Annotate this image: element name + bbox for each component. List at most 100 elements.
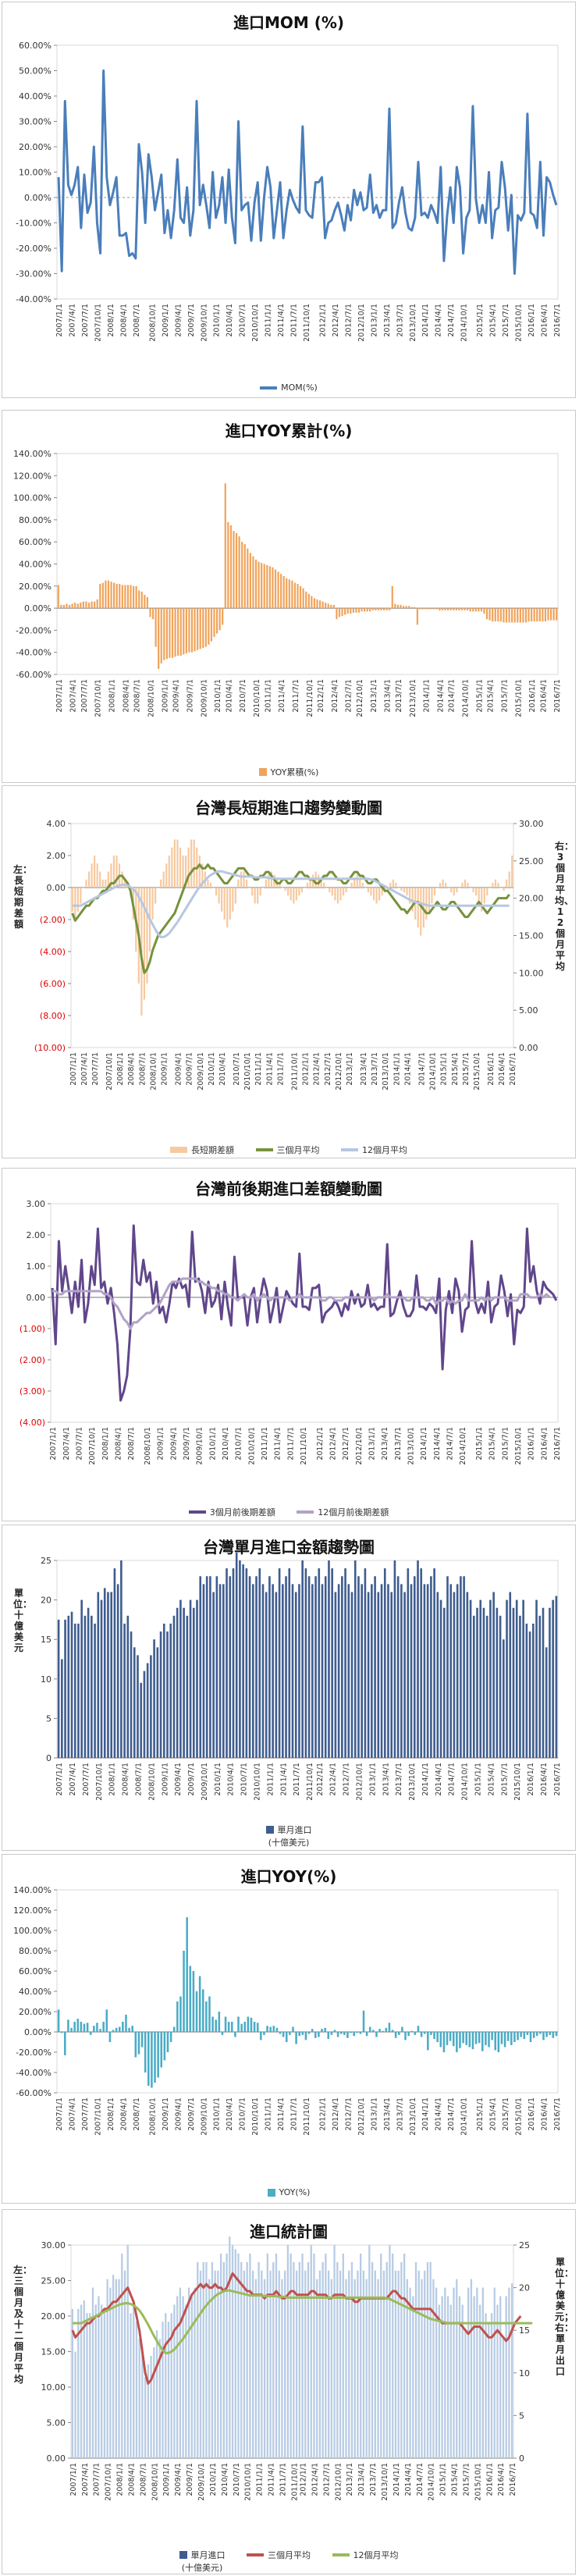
bar [301, 2253, 304, 2458]
bar [371, 1584, 373, 1758]
bar [331, 888, 333, 896]
bar [496, 2304, 499, 2458]
bar [332, 604, 335, 609]
bar [255, 1576, 258, 1758]
bar [365, 2279, 368, 2458]
bar [430, 608, 432, 610]
plot-area [56, 453, 559, 675]
y-tick-label: 60.00% [19, 537, 52, 547]
y-tick-label: (4.00) [40, 947, 66, 957]
bar [403, 888, 406, 893]
x-tick-label: 2010/1/1 [213, 304, 222, 337]
bar [224, 2016, 227, 2032]
bar [346, 2032, 349, 2038]
bar [359, 2032, 362, 2034]
bar [311, 2029, 314, 2032]
bar [396, 1576, 400, 1758]
y-tick-label: 120.00% [13, 1905, 52, 1916]
x-tick-label: 2007/4/1 [81, 2463, 90, 2496]
bar [510, 2283, 513, 2458]
x-tick-label: 2015/7/1 [502, 304, 510, 337]
x-tick-label: 2014/7/1 [447, 2097, 456, 2131]
bar [74, 2351, 76, 2458]
x-tick-label: 2008/4/1 [114, 1427, 123, 1461]
bar [536, 608, 538, 622]
bar [176, 2001, 179, 2032]
bar [160, 879, 162, 888]
x-tick-label: 2013/4/1 [383, 2097, 392, 2131]
bar [226, 2253, 228, 2458]
bar [538, 1615, 542, 1758]
bar [372, 888, 375, 901]
x-tick-label: 2011/10/1 [306, 1763, 314, 1801]
x-tick-label: 2016/7/1 [553, 304, 562, 337]
bar [552, 1599, 554, 1758]
bar [222, 1584, 225, 1758]
bar [226, 888, 229, 928]
bar [435, 608, 438, 610]
bar [278, 2270, 280, 2458]
x-tick-label: 2014/10/1 [460, 304, 469, 342]
bar [503, 2032, 506, 2048]
bar [506, 2032, 510, 2041]
bar [97, 1592, 100, 1758]
bar [243, 2022, 247, 2032]
bar [185, 2304, 187, 2458]
x-tick-label: 2012/7/1 [344, 304, 353, 337]
bar [336, 888, 339, 904]
bar [243, 2270, 246, 2458]
bar [80, 2022, 83, 2032]
bar [472, 1615, 475, 1758]
y-tick-label: -30.00% [16, 269, 52, 279]
x-tick-label: 2016/7/1 [553, 1427, 562, 1461]
bar [306, 882, 309, 888]
bar [87, 1607, 90, 1758]
x-tick-label: 2013/7/1 [395, 1763, 403, 1796]
bar [133, 1647, 136, 1758]
x-tick-label: 2007/1/1 [49, 1427, 58, 1461]
bar [310, 2245, 312, 2458]
bar [261, 563, 263, 609]
x-tick-label: 2013/10/1 [409, 2097, 417, 2136]
bar [544, 608, 547, 622]
stats-chart-panel: 進口統計圖 0.00 5.00 10.00 15.00 20.00 25.00 30.00 0… [2, 2209, 576, 2574]
bar [338, 608, 341, 617]
bar [542, 2032, 545, 2041]
bar [96, 863, 98, 888]
x-tick-label: 2008/4/1 [119, 2097, 128, 2131]
bar [483, 608, 485, 614]
y-tick-label: 0.00 [27, 1293, 46, 1303]
bar [488, 2032, 490, 2048]
bar [309, 879, 311, 888]
bar [132, 585, 135, 609]
x-tick-label: 2009/4/1 [174, 2097, 183, 2131]
bar-swatch-icon [170, 1147, 187, 1153]
x-tick-label: 2013/1/1 [370, 679, 378, 713]
bar [138, 2339, 140, 2458]
bar [183, 1607, 185, 1758]
bar-swatch-icon [179, 2551, 187, 2559]
bar [109, 2287, 112, 2458]
x-tick-label: 2008/4/1 [119, 304, 128, 337]
bar [202, 2261, 204, 2458]
series-line [71, 863, 510, 974]
bar [135, 2322, 138, 2458]
bar [488, 2322, 490, 2458]
x-tick-label: 2009/7/1 [186, 2463, 194, 2496]
bar [182, 856, 184, 888]
bar [452, 2032, 455, 2047]
x-tick-label: 2016/4/1 [497, 2463, 506, 2496]
bar [304, 2270, 307, 2458]
bar [89, 2313, 91, 2458]
bar [91, 863, 93, 888]
line-swatch-icon [255, 1148, 273, 1151]
bar [330, 604, 332, 609]
bar [71, 603, 73, 609]
x-tick-label: 2014/1/1 [393, 1052, 401, 1086]
line-swatch-icon [247, 2553, 264, 2556]
bar [94, 601, 96, 609]
bar [240, 2261, 243, 2458]
x-tick-label: 2007/10/1 [94, 304, 102, 342]
bar [249, 553, 251, 609]
bar [339, 2270, 342, 2458]
